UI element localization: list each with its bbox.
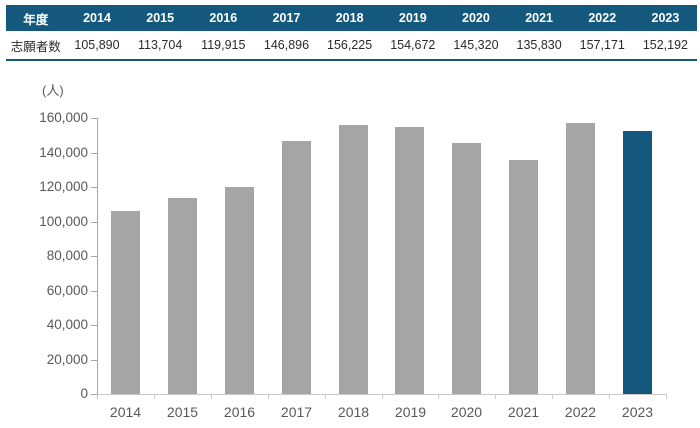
table-value-2022: 157,171 xyxy=(570,31,634,60)
y-tick-mark xyxy=(91,325,97,326)
bar-2017 xyxy=(282,141,311,394)
table-value-2020: 145,320 xyxy=(444,31,508,60)
x-tick-label-2017: 2017 xyxy=(280,404,313,420)
y-tick-label: 160,000 xyxy=(39,110,88,125)
x-tick-mark xyxy=(438,395,439,399)
y-axis-line xyxy=(97,118,98,394)
bar-2016 xyxy=(225,187,254,394)
table-value-2021: 135,830 xyxy=(507,31,571,60)
table-header-row: 年度 2014 2015 2016 2017 2018 2019 2020 2021 2022 2… xyxy=(6,5,697,31)
x-tick-label-2023: 2023 xyxy=(621,404,654,420)
table-data-row: 志願者数 105,890 113,704 119,915 146,896 156,225… xyxy=(6,31,697,60)
x-axis-line xyxy=(97,394,667,395)
table-header-year-2021: 2021 xyxy=(507,5,571,31)
y-tick-mark xyxy=(91,152,97,154)
bar-2019 xyxy=(395,127,424,394)
table-header-year-2019: 2019 xyxy=(381,5,445,31)
x-tick-mark xyxy=(495,395,496,399)
y-tick-label: 80,000 xyxy=(46,248,88,263)
table-header-year-2023: 2023 xyxy=(633,5,697,31)
y-tick-mark xyxy=(91,118,97,119)
table-row-label: 志願者数 xyxy=(6,31,66,60)
x-tick-mark xyxy=(666,395,667,399)
table-value-2019: 154,672 xyxy=(381,31,445,60)
x-tick-mark xyxy=(552,395,553,399)
bar-2023 xyxy=(623,131,652,394)
table-header-year-2017: 2017 xyxy=(254,5,319,31)
bar-2020 xyxy=(452,143,481,394)
table-value-2017: 146,896 xyxy=(254,31,319,60)
y-tick-mark xyxy=(91,256,97,257)
table-value-2016: 119,915 xyxy=(191,31,255,60)
x-tick-mark xyxy=(268,395,269,399)
bar-2018 xyxy=(339,125,368,394)
x-tick-label-2021: 2021 xyxy=(507,404,540,420)
x-tick-label-2014: 2014 xyxy=(109,404,142,420)
x-tick-label-2016: 2016 xyxy=(223,404,256,420)
x-tick-mark xyxy=(325,395,326,399)
bar-2022 xyxy=(566,123,595,394)
y-tick-label: 0 xyxy=(80,386,88,401)
table-header-year-2016: 2016 xyxy=(191,5,255,31)
table-value-2014: 105,890 xyxy=(65,31,129,60)
y-tick-label: 40,000 xyxy=(46,317,88,332)
table-value-2018: 156,225 xyxy=(318,31,382,60)
applicants-table: 年度 2014 2015 2016 2017 2018 2019 2020 2021 2022 2… xyxy=(6,5,697,61)
x-tick-label-2020: 2020 xyxy=(450,404,483,420)
y-tick-label: 100,000 xyxy=(39,213,88,229)
x-tick-mark xyxy=(211,395,212,399)
x-tick-mark xyxy=(97,395,98,399)
x-tick-label-2019: 2019 xyxy=(394,404,427,420)
table-header-year-2015: 2015 xyxy=(128,5,192,31)
x-tick-mark xyxy=(382,395,383,399)
x-tick-label-2022: 2022 xyxy=(564,404,597,420)
table-header-year-2022: 2022 xyxy=(570,5,634,31)
bar-2015 xyxy=(168,198,197,394)
bar-chart: (人) 0 20,000 40,000 60,000 80,000 100,000 120,… xyxy=(0,70,700,428)
table-value-2015: 113,704 xyxy=(128,31,192,60)
y-tick-mark xyxy=(91,290,97,292)
y-tick-label: 60,000 xyxy=(46,282,88,298)
bar-2021 xyxy=(509,160,538,394)
x-tick-label-2015: 2015 xyxy=(166,404,199,420)
y-tick-label: 140,000 xyxy=(39,144,88,160)
table-header-year-2020: 2020 xyxy=(444,5,508,31)
y-tick-label: 120,000 xyxy=(39,179,88,194)
y-axis-unit-label: (人) xyxy=(42,83,64,98)
table-value-2023: 152,192 xyxy=(633,31,697,60)
table-header-label: 年度 xyxy=(6,5,66,31)
y-tick-mark xyxy=(91,359,97,361)
y-tick-mark xyxy=(91,221,97,223)
table-header-year-2014: 2014 xyxy=(65,5,129,31)
y-tick-mark xyxy=(91,394,97,395)
y-tick-label: 20,000 xyxy=(46,351,88,367)
x-tick-mark xyxy=(609,395,610,399)
y-tick-mark xyxy=(91,187,97,188)
x-tick-mark xyxy=(154,395,155,399)
bar-2014 xyxy=(111,211,140,394)
table-header-year-2018: 2018 xyxy=(318,5,382,31)
x-tick-label-2018: 2018 xyxy=(337,404,370,420)
